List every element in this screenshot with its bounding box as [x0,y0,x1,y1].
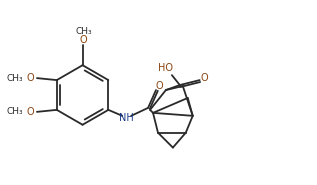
Text: CH₃: CH₃ [75,27,92,36]
Text: O: O [80,35,87,45]
Text: O: O [26,107,34,117]
Text: CH₃: CH₃ [7,107,23,116]
Text: NH: NH [119,113,133,123]
Text: CH₃: CH₃ [7,74,23,83]
Text: HO: HO [158,63,173,73]
Text: O: O [155,81,163,91]
Text: O: O [26,73,34,83]
Text: O: O [201,73,209,83]
